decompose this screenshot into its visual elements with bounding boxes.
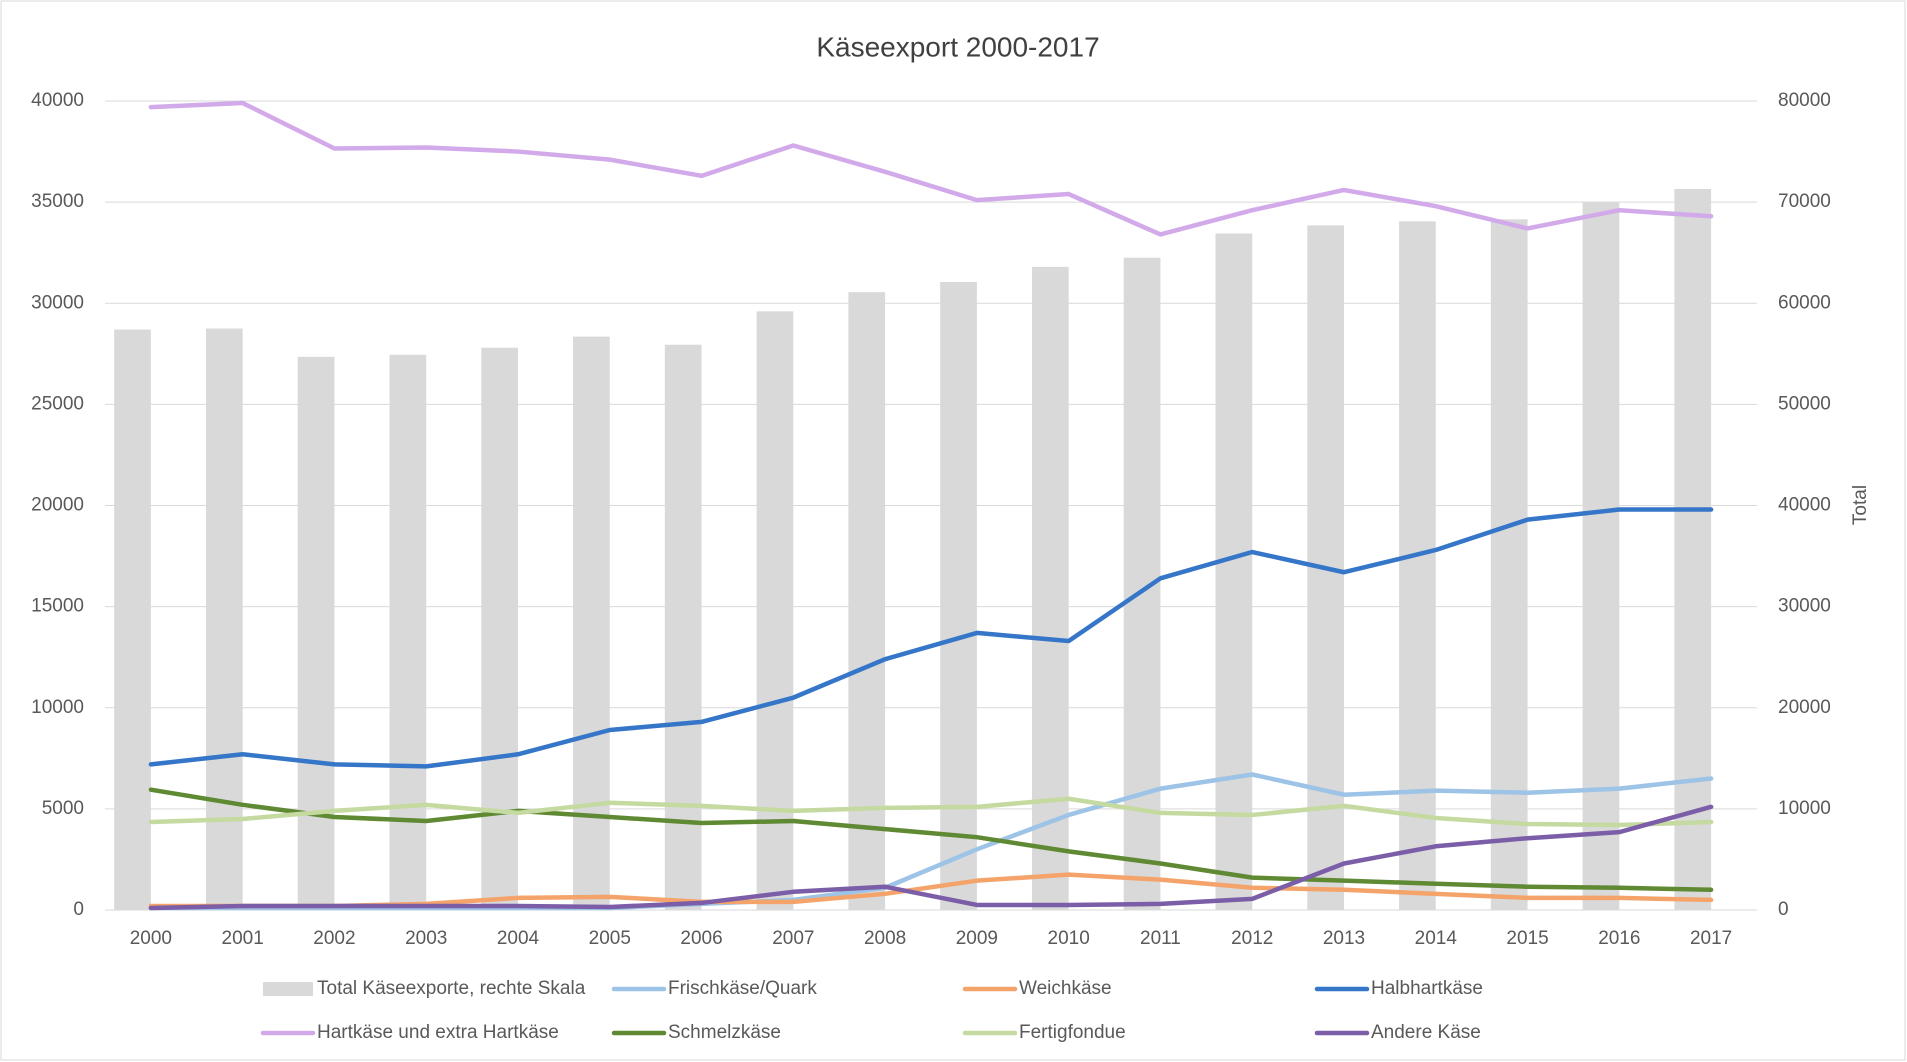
x-tick-label: 2007	[772, 928, 814, 949]
legend-label: Fertigfondue	[1019, 1022, 1126, 1043]
x-tick-label: 2003	[405, 928, 447, 949]
line	[148, 804, 1714, 911]
legend-swatch	[263, 982, 313, 996]
line	[148, 796, 1714, 828]
legend-label: Hartkäse und extra Hartkäse	[317, 1022, 559, 1043]
y2-axis-label: Total	[1850, 485, 1871, 525]
bar	[114, 329, 151, 911]
x-tick-label: 2004	[497, 928, 540, 949]
y2-tick-label: 30000	[1778, 596, 1831, 617]
legend-label: Weichkäse	[1019, 978, 1112, 999]
y2-tick-label: 60000	[1778, 292, 1831, 313]
bar	[664, 344, 702, 910]
x-tick-label: 2012	[1231, 928, 1273, 949]
y2-tick-label: 10000	[1778, 798, 1831, 819]
y2-tick-label: 80000	[1778, 90, 1831, 111]
x-tick-label: 2013	[1323, 928, 1365, 949]
y-tick-label: 30000	[31, 292, 84, 313]
legend-label: Schmelzkäse	[668, 1022, 781, 1043]
y2-tick-label: 40000	[1778, 495, 1831, 516]
y-tick-label: 5000	[42, 798, 84, 819]
y-tick-label: 15000	[31, 596, 84, 617]
x-tick-label: 2005	[589, 928, 631, 949]
bar	[205, 328, 243, 910]
x-tick-label: 2009	[956, 928, 998, 949]
y-tick-label: 25000	[31, 393, 84, 414]
legend-label: Halbhartkäse	[1371, 978, 1483, 999]
y2-tick-label: 70000	[1778, 191, 1831, 212]
y2-tick-label: 20000	[1778, 697, 1831, 718]
legend-label: Frischkäse/Quark	[668, 978, 817, 999]
line	[148, 100, 1714, 237]
x-tick-label: 2016	[1598, 928, 1640, 949]
x-tick-label: 2006	[680, 928, 722, 949]
bar	[1674, 188, 1712, 910]
y-tick-label: 35000	[31, 191, 84, 212]
legend-label: Andere Käse	[1371, 1022, 1481, 1043]
x-tick-label: 2002	[313, 928, 355, 949]
line	[148, 787, 1714, 893]
y-tick-label: 40000	[31, 90, 84, 111]
line	[148, 507, 1714, 769]
bar	[1490, 219, 1528, 910]
x-tick-label: 2015	[1506, 928, 1548, 949]
bar	[297, 356, 335, 910]
chart-title: Käseexport 2000-2017	[816, 31, 1099, 62]
y-tick-label: 20000	[31, 495, 84, 516]
bar	[573, 336, 610, 911]
x-tick-label: 2001	[222, 928, 264, 949]
bar	[1582, 202, 1620, 910]
bar	[940, 282, 977, 910]
legend-label: Total Käseexporte, rechte Skala	[317, 978, 586, 999]
bar	[1215, 233, 1253, 910]
y2-tick-label: 50000	[1778, 393, 1831, 414]
x-tick-label: 2017	[1690, 928, 1732, 949]
x-tick-label: 2011	[1140, 928, 1181, 949]
x-tick-label: 2014	[1415, 928, 1458, 949]
x-tick-label: 2008	[864, 928, 906, 949]
bar	[481, 347, 518, 910]
x-tick-label: 2000	[130, 928, 172, 949]
bar	[848, 292, 886, 911]
bar	[389, 354, 427, 911]
y2-tick-label: 0	[1778, 899, 1789, 920]
bar	[1399, 221, 1436, 910]
bar	[1031, 266, 1069, 911]
y-tick-label: 0	[73, 899, 84, 920]
y-tick-label: 10000	[31, 697, 84, 718]
x-tick-label: 2010	[1048, 928, 1090, 949]
